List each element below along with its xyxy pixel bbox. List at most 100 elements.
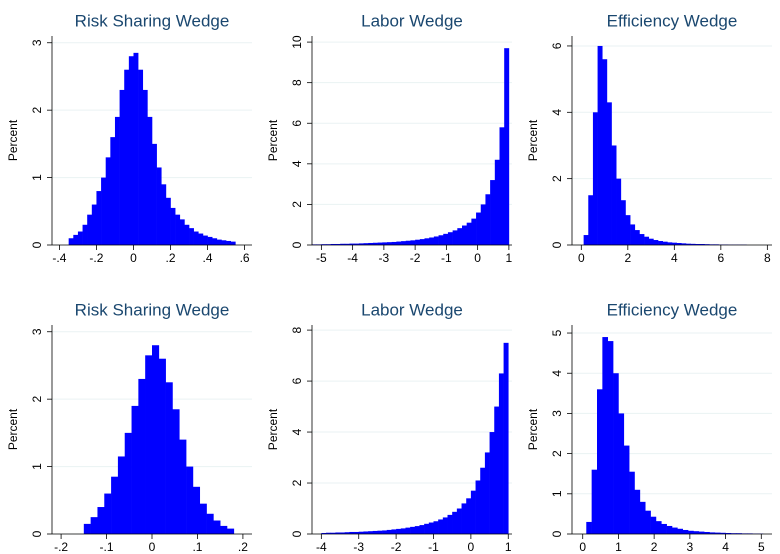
- bar: [634, 230, 640, 245]
- y-axis-label: Percent: [6, 119, 20, 161]
- bar: [616, 178, 622, 245]
- y-tick-label: 1: [30, 174, 44, 181]
- y-tick-label: 0: [550, 530, 564, 537]
- bar: [377, 242, 383, 245]
- x-tick-label: -2: [410, 251, 421, 265]
- bar: [681, 243, 687, 245]
- y-tick-label: 6: [550, 42, 564, 49]
- bar: [207, 236, 213, 245]
- bar: [714, 532, 721, 534]
- y-tick-label: 2: [290, 201, 304, 208]
- bar: [172, 409, 180, 534]
- bar: [111, 476, 119, 534]
- bar: [391, 529, 397, 534]
- bar: [480, 204, 486, 245]
- y-tick-label: 1: [30, 463, 44, 470]
- x-tick-label: 5: [758, 540, 765, 554]
- bar: [424, 523, 430, 534]
- bar: [117, 456, 126, 534]
- bar: [179, 439, 187, 534]
- bar: [438, 235, 444, 245]
- bar: [391, 241, 397, 245]
- y-tick-label: 0: [30, 530, 44, 537]
- bar: [198, 233, 204, 245]
- x-tick-label: -3: [353, 540, 364, 554]
- bar: [658, 241, 663, 245]
- bar: [133, 52, 139, 245]
- chart-title: Labor Wedge: [361, 300, 463, 319]
- bar: [698, 531, 705, 534]
- x-tick-label: 0: [130, 251, 137, 265]
- bar: [429, 237, 435, 245]
- bar: [466, 222, 472, 245]
- bar: [699, 244, 705, 245]
- bar: [720, 532, 726, 534]
- bar: [695, 244, 701, 245]
- x-tick-label: 2: [651, 540, 658, 554]
- y-tick-label: 0: [30, 241, 44, 248]
- x-tick-label: 8: [764, 251, 771, 265]
- y-tick-label: 2: [550, 450, 564, 457]
- bar: [725, 532, 732, 534]
- bar: [677, 528, 684, 534]
- bar: [387, 242, 392, 245]
- bar: [653, 240, 659, 245]
- chart-title: Risk Sharing Wedge: [75, 11, 230, 30]
- x-tick-label: 1: [505, 540, 512, 554]
- bar: [358, 243, 364, 245]
- bar: [193, 231, 199, 245]
- bar: [138, 378, 146, 534]
- bar: [124, 432, 132, 534]
- x-tick-label: 0: [474, 251, 481, 265]
- bar: [414, 526, 420, 534]
- bar: [662, 241, 668, 245]
- x-tick-label: .4: [203, 251, 213, 265]
- bar: [368, 531, 374, 534]
- bar: [330, 243, 336, 245]
- bar: [68, 238, 74, 245]
- bar: [620, 200, 626, 245]
- bar: [344, 532, 350, 534]
- bar: [457, 228, 463, 245]
- y-tick-label: 10: [290, 35, 304, 49]
- bar: [415, 239, 421, 245]
- x-tick-label: 6: [717, 251, 724, 265]
- y-axis-label: Percent: [6, 408, 20, 450]
- bar: [410, 240, 416, 245]
- bar: [165, 197, 171, 245]
- x-tick-label: .6: [240, 251, 250, 265]
- bar: [321, 244, 327, 245]
- bar: [470, 490, 476, 534]
- bar: [396, 528, 402, 534]
- bar: [382, 242, 388, 245]
- x-tick-label: -.4: [52, 251, 66, 265]
- bar: [335, 532, 341, 534]
- bar: [602, 59, 608, 245]
- bar: [485, 194, 491, 245]
- bar: [145, 355, 153, 534]
- y-tick-label: 3: [30, 328, 44, 335]
- bar: [192, 486, 201, 534]
- bar: [382, 530, 388, 534]
- bar: [591, 469, 598, 534]
- x-tick-label: 4: [671, 251, 678, 265]
- bar: [498, 373, 504, 534]
- y-tick-label: 2: [30, 107, 44, 114]
- bar: [363, 243, 369, 245]
- bar: [592, 112, 598, 245]
- bar: [688, 530, 694, 534]
- bar: [405, 240, 411, 245]
- y-axis-label: Percent: [266, 408, 280, 450]
- bar: [186, 466, 194, 534]
- bar: [165, 382, 173, 534]
- bar: [471, 218, 477, 245]
- bar: [433, 521, 439, 534]
- bar: [480, 467, 486, 534]
- bar: [645, 510, 651, 534]
- bar: [335, 243, 341, 245]
- y-tick-label: 0: [550, 241, 564, 248]
- bar: [142, 89, 148, 245]
- bar: [82, 224, 88, 245]
- bar: [179, 219, 185, 245]
